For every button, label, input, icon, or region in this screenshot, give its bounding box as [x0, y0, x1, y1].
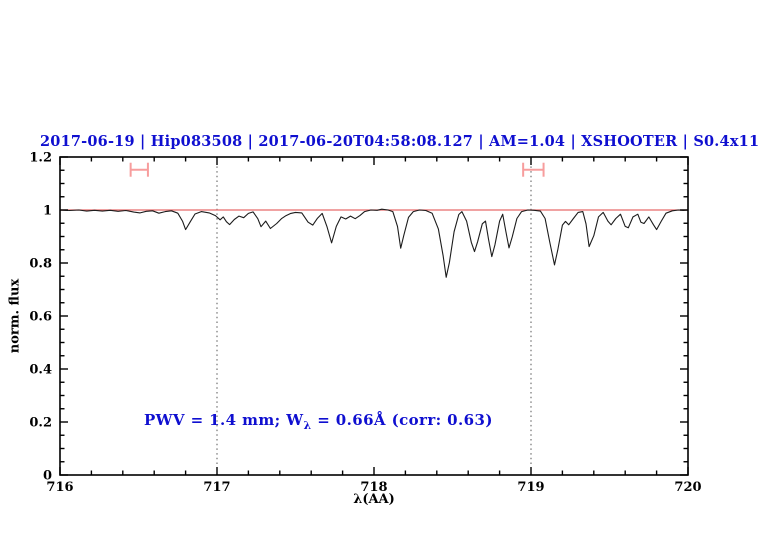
x-tick-label: 718	[360, 480, 387, 495]
y-tick-label: 1	[43, 204, 52, 219]
spectrum-line	[59, 208, 689, 278]
y-tick-label: 1.2	[29, 151, 52, 166]
pwv-annotation-subscript: λ	[303, 419, 312, 432]
y-tick-label: 0	[43, 469, 52, 484]
pwv-annotation-prefix: PWV = 1.4 mm; W	[144, 411, 304, 429]
x-tick-label: 719	[517, 480, 544, 495]
y-tick-label: 0.2	[29, 416, 52, 431]
pwv-annotation: PWV = 1.4 mm; Wλ = 0.66Å (corr: 0.63)	[144, 411, 493, 432]
plot-title: 2017-06-19 | Hip083508 | 2017-06-20T04:5…	[40, 133, 760, 150]
y-axis-label: norm. flux	[7, 278, 23, 354]
x-axis-label: λ(AA)	[353, 492, 395, 507]
pwv-range-marker	[129, 162, 149, 177]
x-tick-label: 720	[674, 480, 701, 495]
pwv-range-marker	[522, 162, 545, 177]
y-tick-label: 0.6	[29, 310, 52, 325]
x-tick-label: 717	[203, 480, 230, 495]
pwv-annotation-suffix: = 0.66Å (corr: 0.63)	[311, 411, 493, 429]
y-tick-label: 0.8	[29, 257, 52, 272]
y-tick-label: 0.4	[29, 363, 52, 378]
x-tick-label: 716	[46, 480, 73, 495]
